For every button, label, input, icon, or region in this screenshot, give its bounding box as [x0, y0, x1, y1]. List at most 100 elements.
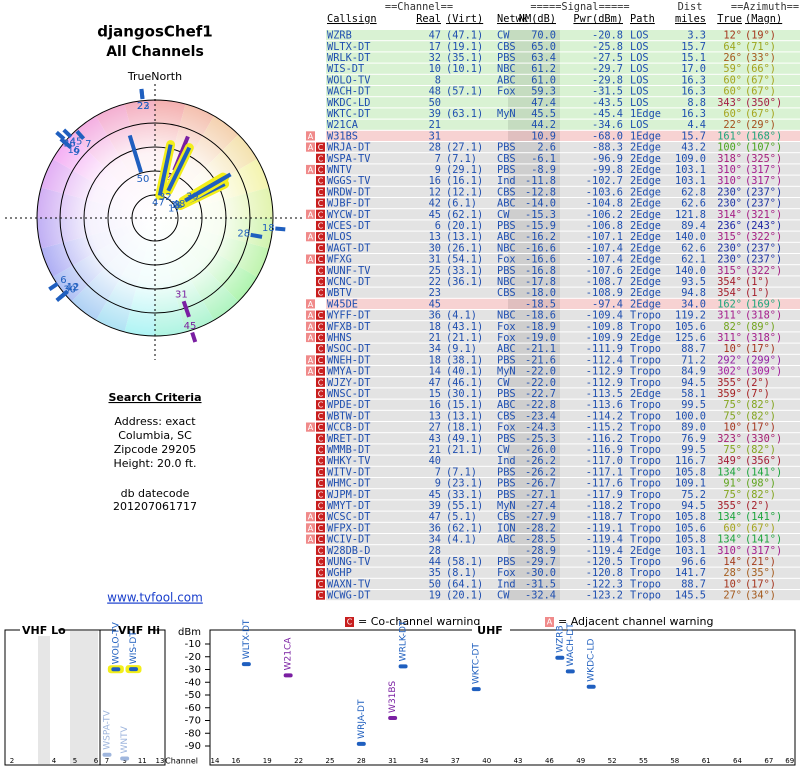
- cell-nm: -24.3: [525, 422, 556, 434]
- cell-virt: (33.1): [446, 265, 483, 277]
- cell-magn: (2°): [745, 500, 770, 512]
- nm-shade: [508, 354, 560, 365]
- cell-true: 302°: [717, 366, 742, 378]
- station-mark: [586, 684, 596, 689]
- cell-nm: 65.0: [531, 41, 556, 53]
- warn-box: [316, 232, 325, 242]
- cell-pwr: -113.5: [586, 388, 623, 400]
- cell-miles: 4.4: [687, 119, 706, 131]
- warn-letter: A: [308, 423, 314, 432]
- column-group: ==Azimuth==: [731, 1, 799, 13]
- warn-letter: C: [318, 412, 324, 421]
- cell-real: 21: [429, 119, 441, 131]
- x-tick-label: 31: [388, 757, 397, 765]
- warn-box: [306, 355, 315, 365]
- warn-letter: C: [318, 390, 324, 399]
- criteria-line: Height: 20.0 ft.: [113, 457, 196, 470]
- nm-shade: [508, 119, 560, 130]
- signal-marker: [75, 129, 86, 141]
- cell-pwr: -109.9: [586, 332, 623, 344]
- cell-path: 2Edge: [630, 265, 661, 277]
- cell-nm: -16.2: [525, 231, 556, 243]
- cell-virt: (64.1): [446, 578, 483, 590]
- column-header: Real: [416, 13, 441, 25]
- station-label: WLTX-DT: [242, 619, 252, 659]
- cell-miles: 103.1: [675, 545, 706, 557]
- cell-virt: (33.1): [446, 489, 483, 501]
- cell-nm: -28.2: [525, 522, 556, 534]
- row-bg: [326, 567, 800, 578]
- cell-callsign: WRET-DT: [327, 433, 370, 445]
- cell-miles: 15.7: [681, 130, 706, 142]
- marker-label: 9: [73, 147, 79, 158]
- cell-pwr: -117.0: [586, 455, 623, 467]
- cell-netwk: PBS: [497, 388, 516, 400]
- cell-miles: 89.4: [681, 220, 706, 232]
- cell-virt: (20.1): [446, 220, 483, 232]
- cell-path: Tropo: [630, 321, 661, 333]
- cell-pwr: -117.9: [586, 489, 623, 501]
- site-link[interactable]: www.tvfool.com: [107, 591, 203, 605]
- cell-true: 75°: [723, 444, 742, 456]
- cell-callsign: WKTC-DT: [327, 108, 370, 120]
- warn-box: [316, 411, 325, 421]
- cell-magn: (321°): [745, 209, 782, 221]
- row-bg: [326, 175, 800, 186]
- cell-miles: 109.1: [675, 478, 706, 490]
- cell-true: 230°: [717, 254, 742, 266]
- cell-callsign: WJBF-DT: [327, 198, 370, 210]
- cell-pwr: -88.3: [592, 142, 623, 154]
- cell-path: 2Edge: [630, 388, 661, 400]
- cell-nm: -22.7: [525, 388, 556, 400]
- column-header: NM(dB): [519, 13, 556, 25]
- cell-pwr: -115.2: [586, 422, 623, 434]
- cell-netwk: ABC: [497, 231, 516, 243]
- cell-path: Tropo: [630, 590, 661, 602]
- cell-netwk: NBC: [497, 242, 516, 254]
- nm-shade: [508, 455, 560, 466]
- cell-netwk: NBC: [497, 276, 516, 288]
- cell-callsign: WNSC-DT: [327, 388, 370, 400]
- nm-shade: [508, 399, 560, 410]
- cell-netwk: PBS: [497, 478, 516, 490]
- warn-box: [306, 534, 315, 544]
- row-bg: [326, 444, 800, 455]
- cell-path: LOS: [630, 52, 649, 64]
- x-tick-label: 5: [73, 757, 77, 765]
- warn-box: [316, 579, 325, 589]
- cell-nm: -18.0: [525, 287, 556, 299]
- warn-box: [316, 355, 325, 365]
- warn-box: [306, 131, 315, 141]
- cell-callsign: WACH-DT: [327, 86, 370, 98]
- column-group: =====Signal=====: [530, 1, 629, 13]
- cell-netwk: Fox: [497, 422, 516, 434]
- warn-box: [306, 310, 315, 320]
- cell-nm: -8.9: [531, 164, 556, 176]
- cell-true: 355°: [717, 500, 742, 512]
- cell-miles: 75.2: [681, 489, 706, 501]
- cell-miles: 71.2: [681, 354, 706, 366]
- cell-path: Tropo: [630, 534, 661, 546]
- cell-netwk: PBS: [497, 52, 516, 64]
- warn-box: [306, 366, 315, 376]
- cell-virt: (43.1): [446, 321, 483, 333]
- cell-miles: 105.6: [675, 321, 706, 333]
- cell-real: 22: [429, 276, 441, 288]
- cell-real: 6: [435, 220, 441, 232]
- cell-true: 354°: [717, 276, 742, 288]
- cell-magn: (325°): [745, 153, 782, 165]
- cell-callsign: WAXN-TV: [327, 578, 370, 590]
- nm-shade: [508, 590, 560, 601]
- cell-pwr: -106.2: [586, 209, 623, 221]
- warn-box: [306, 299, 315, 309]
- cell-nm: -21.1: [525, 343, 556, 355]
- cell-magn: (330°): [745, 433, 782, 445]
- x-tick-label: 58: [670, 757, 679, 765]
- cell-pwr: -34.6: [592, 119, 623, 131]
- legend-box: [545, 617, 554, 627]
- cell-netwk: CBS: [497, 511, 516, 523]
- cell-path: 2Edge: [630, 298, 661, 310]
- cell-netwk: Fox: [497, 332, 516, 344]
- cell-virt: (58.1): [446, 556, 483, 568]
- cell-miles: 121.8: [675, 209, 706, 221]
